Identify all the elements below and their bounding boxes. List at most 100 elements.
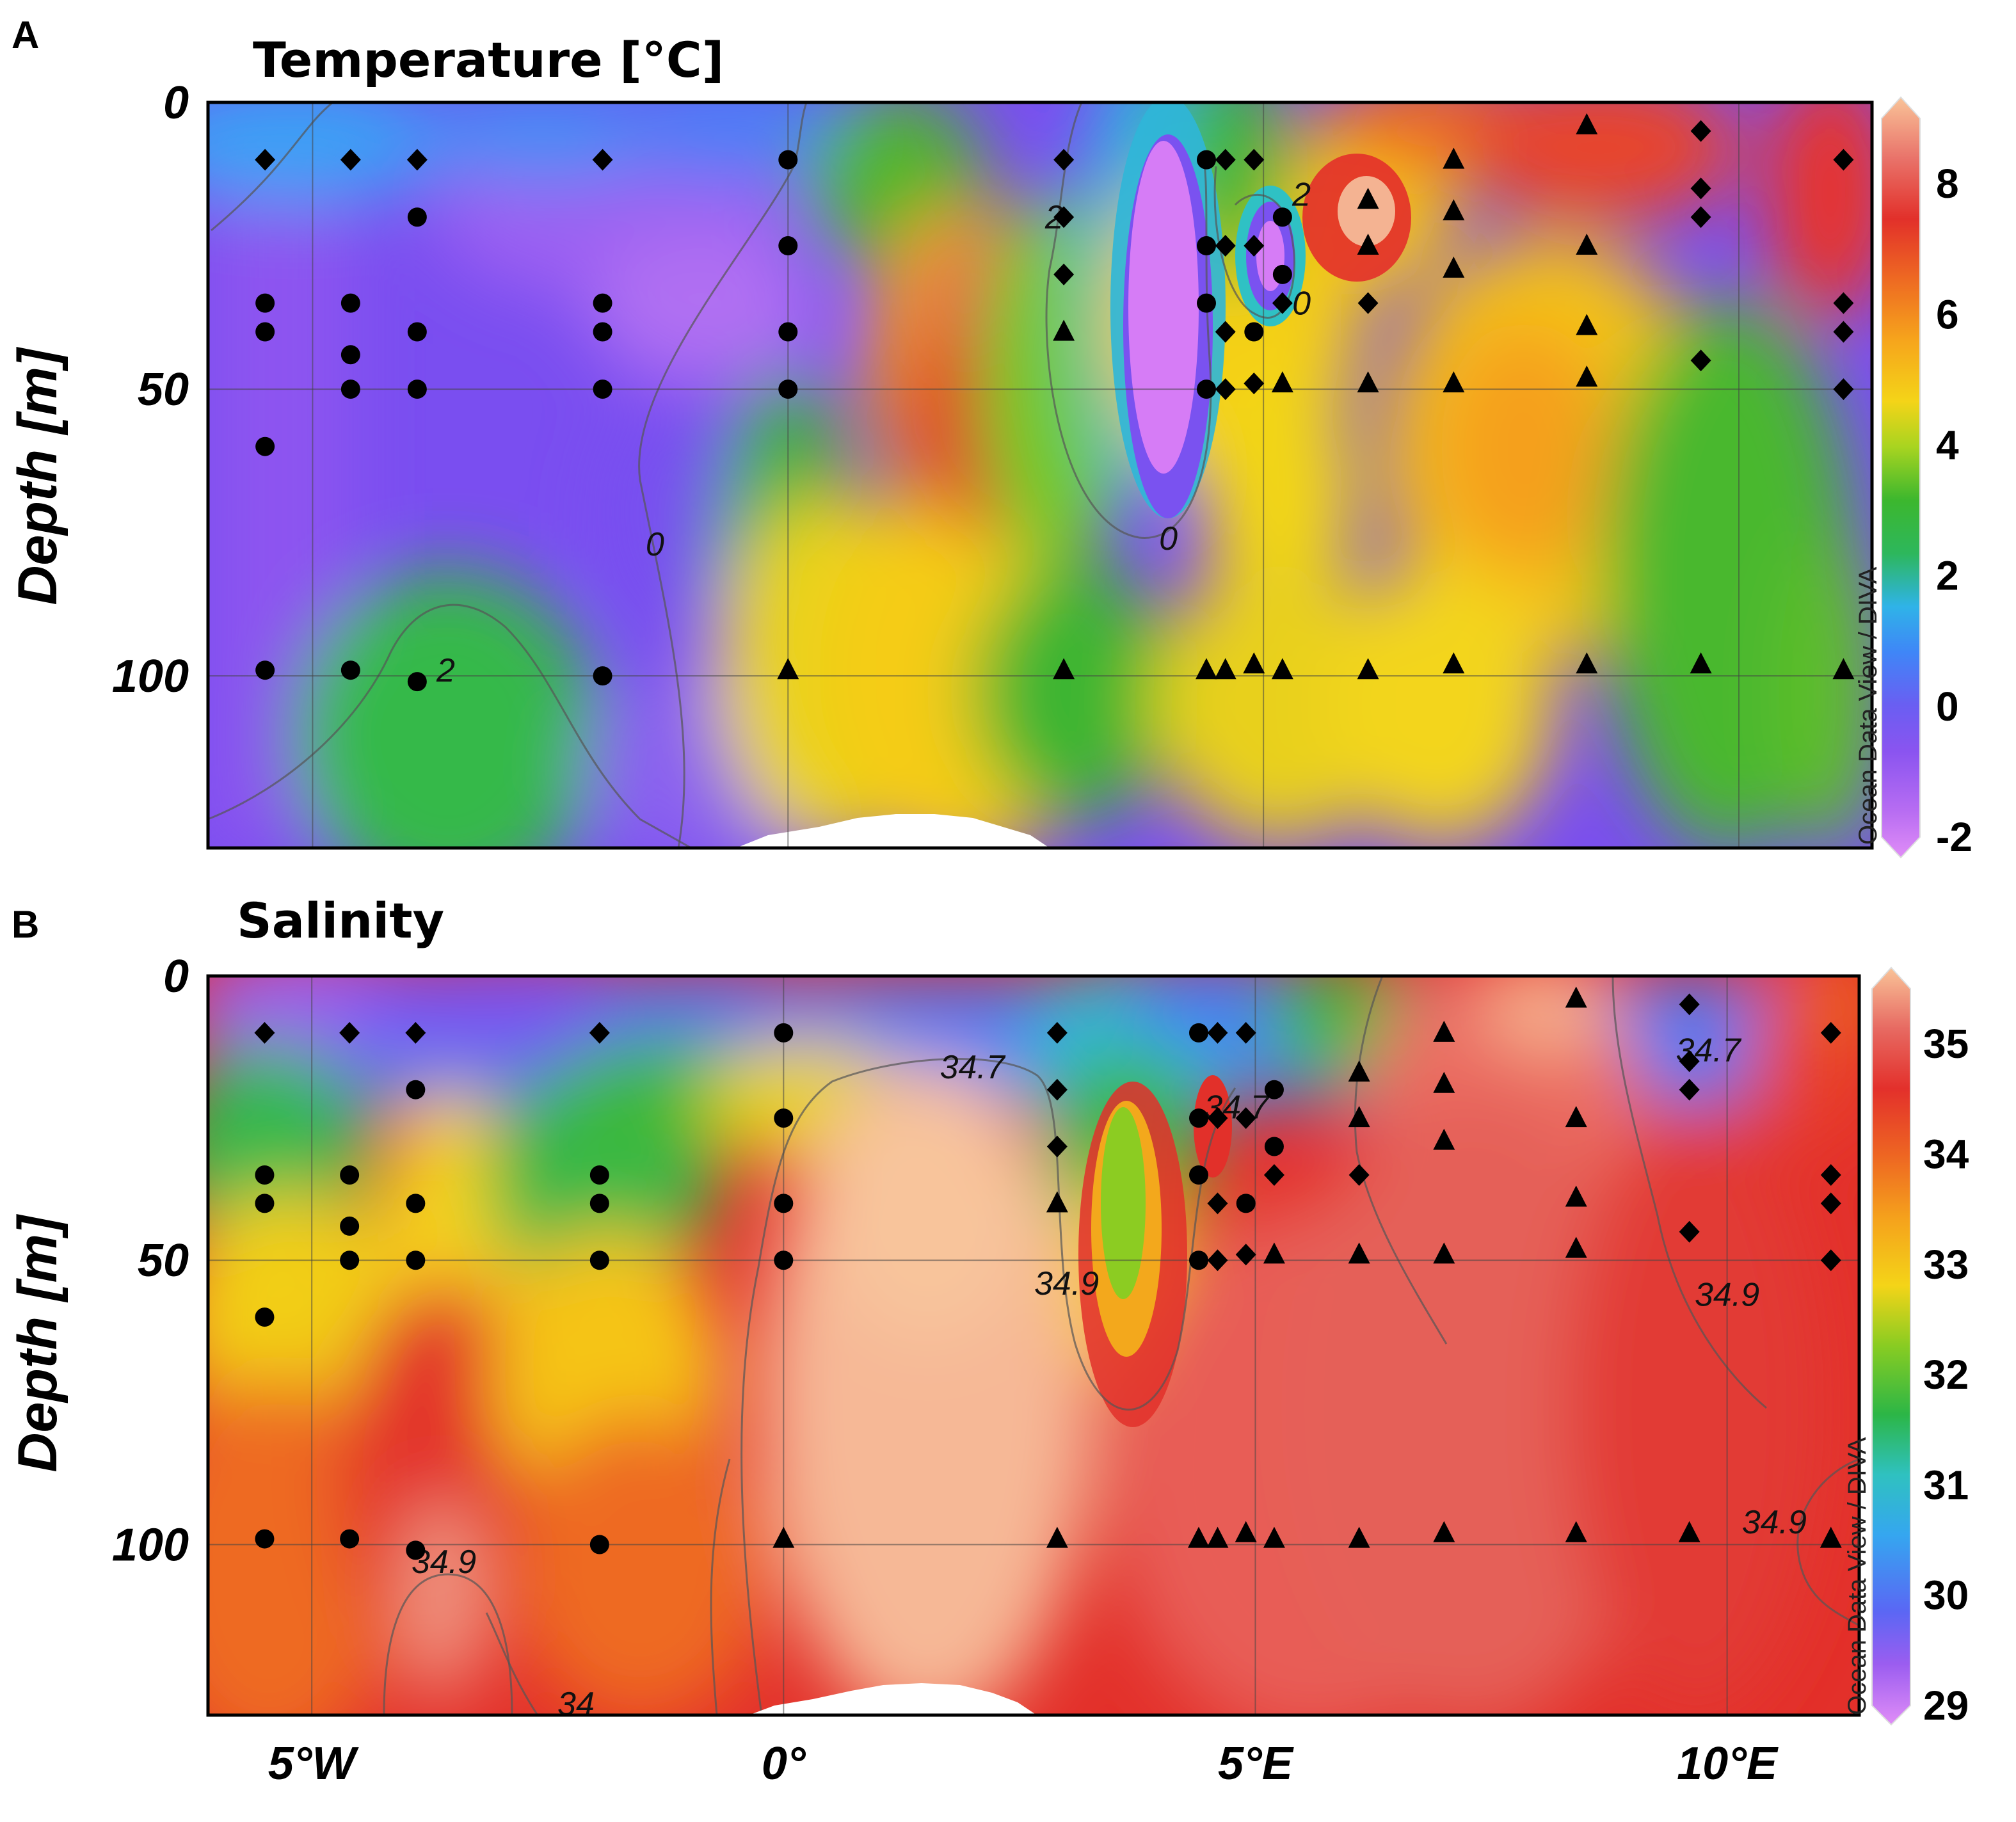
salinity-y-axis-label: Depth [m] [7,1214,68,1473]
temperature-station-triangle-28 [1053,319,1075,341]
temperature-colorbar-tick-1: 6 [1936,291,1959,337]
panel-letter-a: A [12,13,39,56]
temperature-y-tick-0: 0 [163,77,189,129]
temperature-station-triangle-62 [1576,314,1598,335]
temperature-station-triangle-49 [1271,658,1293,680]
salinity-station-triangle-60 [1565,986,1587,1008]
temperature-station-circle-33 [1197,380,1216,399]
salinity-station-triangle-69 [1678,1521,1700,1542]
temperature-station-diamond-5 [340,148,361,171]
temperature-title: Temperature [°C] [253,31,724,88]
temperature-colorbar-tick-2: 4 [1936,422,1959,468]
temperature-station-triangle-50 [1357,188,1379,209]
salinity-station-triangle-50 [1348,1060,1370,1082]
salinity-station-triangle-58 [1433,1242,1455,1264]
salinity-station-diamond-26 [1046,1078,1068,1101]
temperature-station-diamond-36 [1215,235,1236,257]
salinity-station-circle-21 [774,1108,794,1128]
temperature-y-axis-label: Depth [m] [7,347,68,605]
temperature-station-triangle-61 [1576,234,1598,255]
temperature-station-circle-45 [1272,207,1292,227]
temperature-station-circle-32 [1197,293,1216,313]
temperature-station-diamond-15 [592,148,613,171]
temperature-station-triangle-59 [1443,652,1465,674]
salinity-x-tick-2: 5°E [1218,1738,1294,1789]
salinity-station-triangle-49 [1263,1526,1285,1548]
temperature-plot-frame [206,100,1874,850]
salinity-station-circle-13 [406,1251,426,1270]
salinity-station-triangle-34 [1188,1526,1210,1548]
temperature-station-diamond-72 [1833,321,1854,343]
salinity-station-circle-43 [1236,1194,1256,1213]
salinity-station-diamond-35 [1207,1021,1228,1044]
salinity-station-diamond-71 [1820,1163,1841,1186]
salinity-colorbar: Ocean Data View / DIVA 35 34 33 32 31 30 29 [1843,966,1969,1729]
salinity-contour-label-5: 34.9 [1742,1504,1807,1541]
salinity-station-triangle-24 [772,1526,795,1548]
temperature-station-diamond-25 [1053,148,1075,171]
salinity-colorbar-tick-2: 33 [1923,1242,1969,1288]
salinity-station-circle-6 [340,1165,360,1185]
temperature-station-diamond-0 [255,148,276,171]
temperature-station-diamond-68 [1690,349,1711,372]
seafloor-a [736,814,1050,848]
temperature-station-triangle-39 [1214,658,1236,680]
temperature-station-circle-21 [778,236,798,256]
temperature-y-tick-2: 100 [112,651,189,702]
salinity-station-diamond-37 [1207,1192,1228,1215]
temperature-station-triangle-58 [1443,371,1465,393]
temperature-station-diamond-41 [1244,235,1265,257]
temperature-station-circle-1 [255,293,275,313]
temperature-colorbar-tick-3: 2 [1936,553,1959,599]
salinity-station-circle-23 [774,1251,794,1270]
salinity-station-triangle-57 [1433,1128,1455,1150]
salinity-station-circle-30 [1189,1023,1208,1043]
temperature-station-triangle-34 [1196,658,1217,680]
salinity-station-circle-4 [255,1529,275,1549]
salinity-station-circle-8 [340,1251,360,1270]
salinity-station-triangle-52 [1348,1242,1370,1264]
salinity-station-triangle-28 [1046,1191,1068,1213]
salinity-station-diamond-68 [1679,1220,1700,1243]
temperature-colorbar-ticks: 8 6 4 2 0 -2 [1936,161,1972,860]
salinity-station-diamond-10 [405,1021,426,1044]
temperature-station-diamond-37 [1215,321,1236,343]
temperature-station-diamond-65 [1690,120,1711,142]
temperature-colorbar-tick-4: 0 [1936,683,1959,730]
temperature-colorbar-tick-0: 8 [1936,161,1959,207]
salinity-y-tick-1: 50 [138,1235,189,1286]
temperature-station-circle-22 [778,322,798,342]
temperature-station-diamond-47 [1272,292,1293,314]
salinity-station-diamond-25 [1046,1021,1068,1044]
panel-letter-b: B [12,903,39,946]
salinity-station-triangle-59 [1433,1521,1455,1542]
salinity-station-diamond-42 [1235,1243,1256,1266]
salinity-title: Salinity [237,892,444,949]
temperature-station-circle-23 [778,380,798,399]
temperature-station-triangle-44 [1243,652,1265,674]
temperature-station-triangle-51 [1357,234,1379,255]
temperature-station-diamond-66 [1690,177,1711,200]
salinity-station-diamond-66 [1679,1050,1700,1073]
temperature-stations [255,113,1855,692]
salinity-station-diamond-65 [1679,993,1700,1016]
salinity-station-diamond-41 [1235,1107,1256,1130]
salinity-station-circle-2 [255,1194,275,1213]
temperature-station-diamond-42 [1244,372,1265,395]
salinity-y-tick-2: 100 [112,1519,189,1570]
salinity-station-circle-12 [406,1194,426,1213]
salinity-colorbar-tick-1: 34 [1923,1131,1969,1177]
salinity-station-diamond-5 [339,1021,360,1044]
temperature-station-triangle-24 [777,658,799,680]
salinity-contour-label-4: 34.9 [1695,1277,1759,1314]
salinity-station-triangle-61 [1565,1106,1587,1128]
temperature-panel: A Temperature [°C] [7,13,1972,860]
salinity-station-diamond-54 [1348,1163,1370,1186]
salinity-station-triangle-62 [1565,1185,1587,1207]
salinity-panel: B Salinity [7,892,1969,1789]
temperature-station-diamond-10 [406,148,428,171]
salinity-station-circle-9 [340,1529,360,1549]
salinity-watermark: Ocean Data View / DIVA [1843,1437,1871,1715]
salinity-colorbar-tick-0: 35 [1923,1021,1969,1067]
